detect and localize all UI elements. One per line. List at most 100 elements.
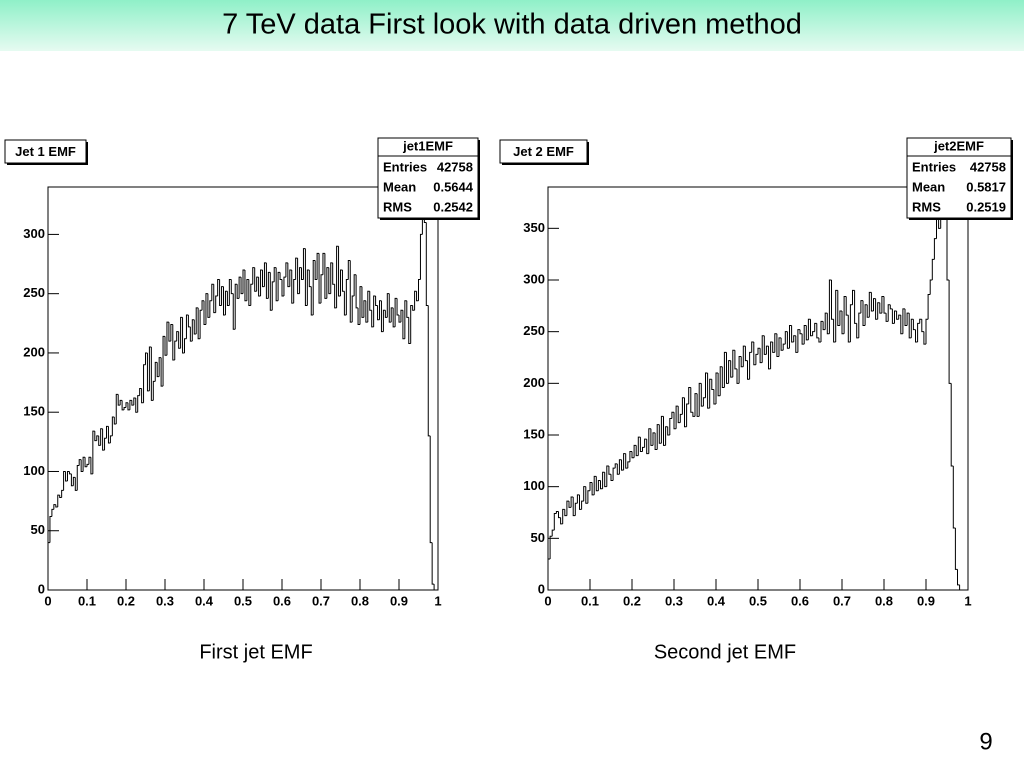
histogram-bin (759, 348, 763, 364)
histogram-bin (770, 341, 773, 369)
histogram-bin (390, 307, 394, 323)
histogram-bin (673, 412, 677, 430)
histogram-bin (917, 322, 920, 342)
histogram-bin (312, 259, 316, 316)
histogram-bin (761, 335, 765, 363)
y-tick-label: 300 (23, 226, 45, 241)
histogram-bin (154, 361, 158, 382)
x-tick-label: 0.7 (833, 593, 851, 608)
histogram-bin (262, 269, 265, 288)
histogram-bin (106, 425, 109, 439)
histogram-bin (418, 278, 421, 301)
histogram-bin (80, 459, 84, 472)
histogram-bin (277, 271, 281, 301)
histogram-bin (637, 436, 641, 456)
histogram-bin (768, 346, 771, 370)
histogram-bin (139, 388, 142, 396)
histogram-bin (320, 274, 323, 304)
histogram-bin (197, 307, 201, 340)
histogram-bin (427, 305, 431, 437)
histogram-bin (933, 238, 937, 260)
histogram-bin (894, 310, 897, 324)
x-tick-label: 0.4 (707, 593, 726, 608)
histogram-bin (849, 304, 853, 342)
histogram-bin (306, 269, 310, 306)
histogram-bin (709, 378, 712, 409)
page-number: 9 (979, 728, 992, 755)
histogram-bin (854, 290, 857, 324)
histogram-bin (82, 456, 86, 472)
histogram-bin (431, 542, 435, 585)
y-tick-label: 100 (23, 463, 45, 478)
histogram-bin (96, 435, 99, 441)
histogram-bin (172, 324, 175, 361)
histogram-bin (338, 246, 341, 297)
histogram-bin (176, 331, 179, 342)
histogram-bin (772, 342, 775, 353)
histogram-bin (734, 350, 737, 370)
histogram-bin (133, 397, 136, 406)
histogram-bin (736, 368, 740, 384)
histogram-bin (732, 349, 735, 378)
histogram-bin (660, 415, 664, 444)
histogram-bin (123, 406, 126, 410)
histogram-bin (141, 388, 144, 404)
histogram-bin (631, 451, 635, 459)
histogram-bin (185, 314, 189, 339)
histogram-bin (100, 428, 103, 446)
histogram-bin (111, 416, 115, 436)
histogram-bin (904, 308, 908, 326)
histogram-bin (375, 296, 378, 307)
x-tick-label: 0.6 (791, 593, 809, 608)
histogram-bin (952, 466, 956, 529)
histogram-bin (193, 319, 197, 335)
histogram-bin (686, 403, 689, 427)
x-tick-label: 0.3 (665, 593, 683, 608)
histogram-bin (831, 280, 834, 320)
histogram-bin (135, 397, 138, 413)
histogram-bin (548, 558, 551, 590)
histogram-bin (404, 300, 407, 339)
histogram-bin (669, 417, 672, 435)
histogram-bin (820, 320, 824, 342)
x-tick-label: 0.2 (623, 593, 641, 608)
histogram-bin (396, 298, 399, 316)
histogram-bin (429, 435, 433, 544)
histogram-bin (412, 305, 415, 311)
histogram-bin (789, 324, 792, 349)
histogram-bin (236, 284, 240, 299)
x-tick-label: 1 (964, 593, 971, 608)
histogram-bin (373, 295, 376, 327)
x-tick-label: 0.5 (749, 593, 767, 608)
histogram-bin (927, 293, 931, 320)
histogram-bin (610, 474, 614, 481)
histogram-bin (629, 451, 632, 462)
histogram-bin (747, 360, 750, 380)
histogram-bin (363, 300, 366, 318)
histogram-bin (908, 313, 912, 339)
histogram-bin (959, 584, 962, 591)
histogram-bin (728, 360, 731, 384)
histogram-bin (579, 494, 582, 510)
plot-frame (547, 186, 969, 591)
histogram-bin (240, 277, 243, 295)
histogram-bin (223, 286, 226, 316)
histogram-bin (574, 502, 578, 516)
histogram-bin (402, 310, 405, 340)
histogram-bin (221, 286, 224, 306)
histogram-bin (295, 257, 298, 280)
histogram-bin (877, 302, 880, 320)
y-tick-label: 150 (23, 404, 45, 419)
histogram-bin (713, 389, 716, 405)
histogram-bin (715, 372, 719, 404)
histogram-bin (665, 426, 668, 446)
stats-name: jet1EMF (402, 138, 453, 153)
histogram-bin (406, 300, 409, 318)
histogram-bin (365, 300, 368, 323)
histogram-bin (845, 296, 849, 316)
histogram-bin (583, 486, 586, 502)
histogram-bin (98, 435, 101, 446)
x-tick-label: 0.6 (273, 593, 291, 608)
histogram (548, 191, 968, 591)
histogram-bin (205, 293, 208, 325)
